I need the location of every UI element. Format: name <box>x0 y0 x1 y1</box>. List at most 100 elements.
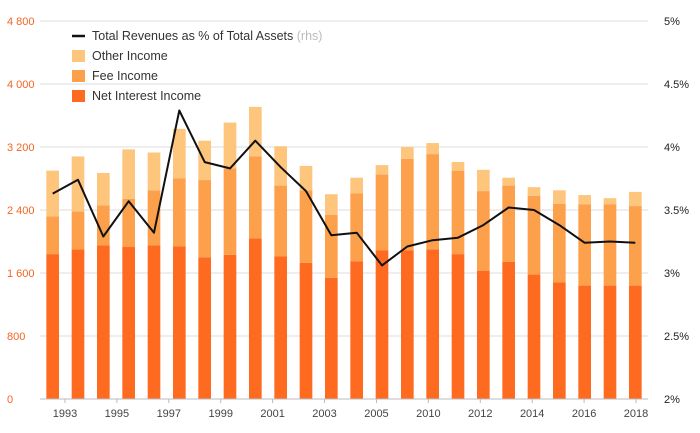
bar-net-interest-income <box>147 245 161 399</box>
x-tick-label: 2005 <box>364 408 388 420</box>
bar-net-interest-income <box>603 285 617 399</box>
x-tick-label: 2014 <box>520 408 544 420</box>
bar-fee-income <box>223 168 237 255</box>
y-left-tick-label: 4 000 <box>7 79 35 91</box>
bar-net-interest-income <box>249 238 262 399</box>
bar-other-income <box>578 195 591 205</box>
revenue-ratio-line <box>52 109 636 267</box>
right-axis: 2% 2.5% 3% 3.5% 4% 4.5% 5% <box>664 16 689 406</box>
revenue-ratio-line-layer <box>52 109 636 267</box>
bar-net-interest-income <box>451 254 465 399</box>
y-right-tick-label: 5% <box>664 16 680 28</box>
y-left-tick-label: 3 200 <box>7 142 35 154</box>
legend-label: Total Revenues as % of Total Assets (rhs… <box>92 29 322 43</box>
bar-other-income <box>71 156 85 212</box>
legend-label: Fee Income <box>92 69 158 83</box>
bar-fee-income <box>426 154 439 250</box>
bar-net-interest-income <box>299 262 313 399</box>
x-tick-label: 1997 <box>157 408 181 420</box>
bar-fee-income <box>350 193 363 262</box>
bar-other-income <box>173 128 186 179</box>
bar-fee-income <box>173 178 186 247</box>
bar-fee-income <box>299 190 313 263</box>
bar-fee-income <box>198 180 211 258</box>
bar-net-interest-income <box>477 270 490 399</box>
bar-other-income <box>249 106 262 157</box>
bar-net-interest-income <box>97 245 110 399</box>
x-tick-label: 2016 <box>572 408 596 420</box>
y-right-tick-label: 2.5% <box>664 331 689 343</box>
x-tick-label: 2012 <box>468 408 492 420</box>
legend-label: Net Interest Income <box>92 89 201 103</box>
bar-net-interest-income <box>401 250 414 399</box>
bar-net-interest-income <box>122 247 135 399</box>
bar-net-interest-income <box>426 249 439 399</box>
bar-fee-income <box>122 198 135 248</box>
bar-net-interest-income <box>629 285 642 399</box>
bar-net-interest-income <box>527 274 541 399</box>
bar-fee-income <box>71 211 85 250</box>
y-left-tick-label: 1 600 <box>7 268 35 280</box>
bar-other-income <box>603 198 617 205</box>
bar-net-interest-income <box>274 256 287 399</box>
y-right-tick-label: 3% <box>664 268 680 280</box>
x-tick-label: 2018 <box>624 408 648 420</box>
bar-fee-income <box>502 185 515 262</box>
y-left-tick-label: 4 800 <box>7 16 35 28</box>
x-tick-label: 1993 <box>53 408 77 420</box>
bar-net-interest-income <box>223 254 237 399</box>
y-right-tick-label: 3.5% <box>664 205 689 217</box>
bar-other-income <box>147 152 161 191</box>
bar-net-interest-income <box>553 282 566 399</box>
bar-fee-income <box>249 156 262 239</box>
bar-fee-income <box>451 170 465 255</box>
bar-fee-income <box>553 203 566 283</box>
bar-fee-income <box>325 214 338 278</box>
left-axis: 0 800 1 600 2 400 3 200 4 000 4 800 <box>7 16 35 406</box>
y-left-tick-label: 2 400 <box>7 205 35 217</box>
x-tick-label: 1995 <box>105 408 129 420</box>
bar-other-income <box>325 194 338 215</box>
bar-other-income <box>502 177 515 186</box>
bar-fee-income <box>274 185 287 257</box>
bar-other-income <box>350 177 363 194</box>
legend-swatch <box>72 70 85 82</box>
bar-fee-income <box>578 204 591 286</box>
legend: Total Revenues as % of Total Assets (rhs… <box>72 29 322 103</box>
x-tick-label: 2003 <box>312 408 336 420</box>
y-right-tick-label: 4.5% <box>664 79 689 91</box>
y-right-tick-label: 4% <box>664 142 680 154</box>
bar-other-income <box>451 161 465 171</box>
y-left-tick-label: 0 <box>7 394 13 406</box>
gridlines <box>40 20 648 400</box>
bar-net-interest-income <box>350 261 363 399</box>
y-left-tick-label: 800 <box>7 331 25 343</box>
bar-other-income <box>375 165 389 175</box>
bar-other-income <box>401 147 414 159</box>
bar-other-income <box>223 122 237 169</box>
legend-label-suffix: (rhs) <box>293 29 322 43</box>
bars <box>46 106 642 399</box>
bar-net-interest-income <box>46 254 59 399</box>
bar-fee-income <box>527 195 541 275</box>
bar-net-interest-income <box>375 250 389 399</box>
bar-fee-income <box>629 206 642 286</box>
bar-net-interest-income <box>173 246 186 399</box>
bar-fee-income <box>401 158 414 251</box>
x-tick-label: 2010 <box>416 408 440 420</box>
legend-label: Other Income <box>92 49 168 63</box>
bar-fee-income <box>46 216 59 255</box>
bar-other-income <box>477 169 490 192</box>
y-right-tick-label: 2% <box>664 394 680 406</box>
bar-other-income <box>527 187 541 196</box>
legend-swatch <box>72 90 85 102</box>
bar-net-interest-income <box>198 257 211 399</box>
bar-other-income <box>553 190 566 204</box>
bar-other-income <box>122 149 135 199</box>
bar-other-income <box>97 172 110 206</box>
bar-other-income <box>426 143 439 155</box>
x-tick-label: 2001 <box>260 408 284 420</box>
bar-fee-income <box>603 204 617 286</box>
bar-net-interest-income <box>325 277 338 399</box>
